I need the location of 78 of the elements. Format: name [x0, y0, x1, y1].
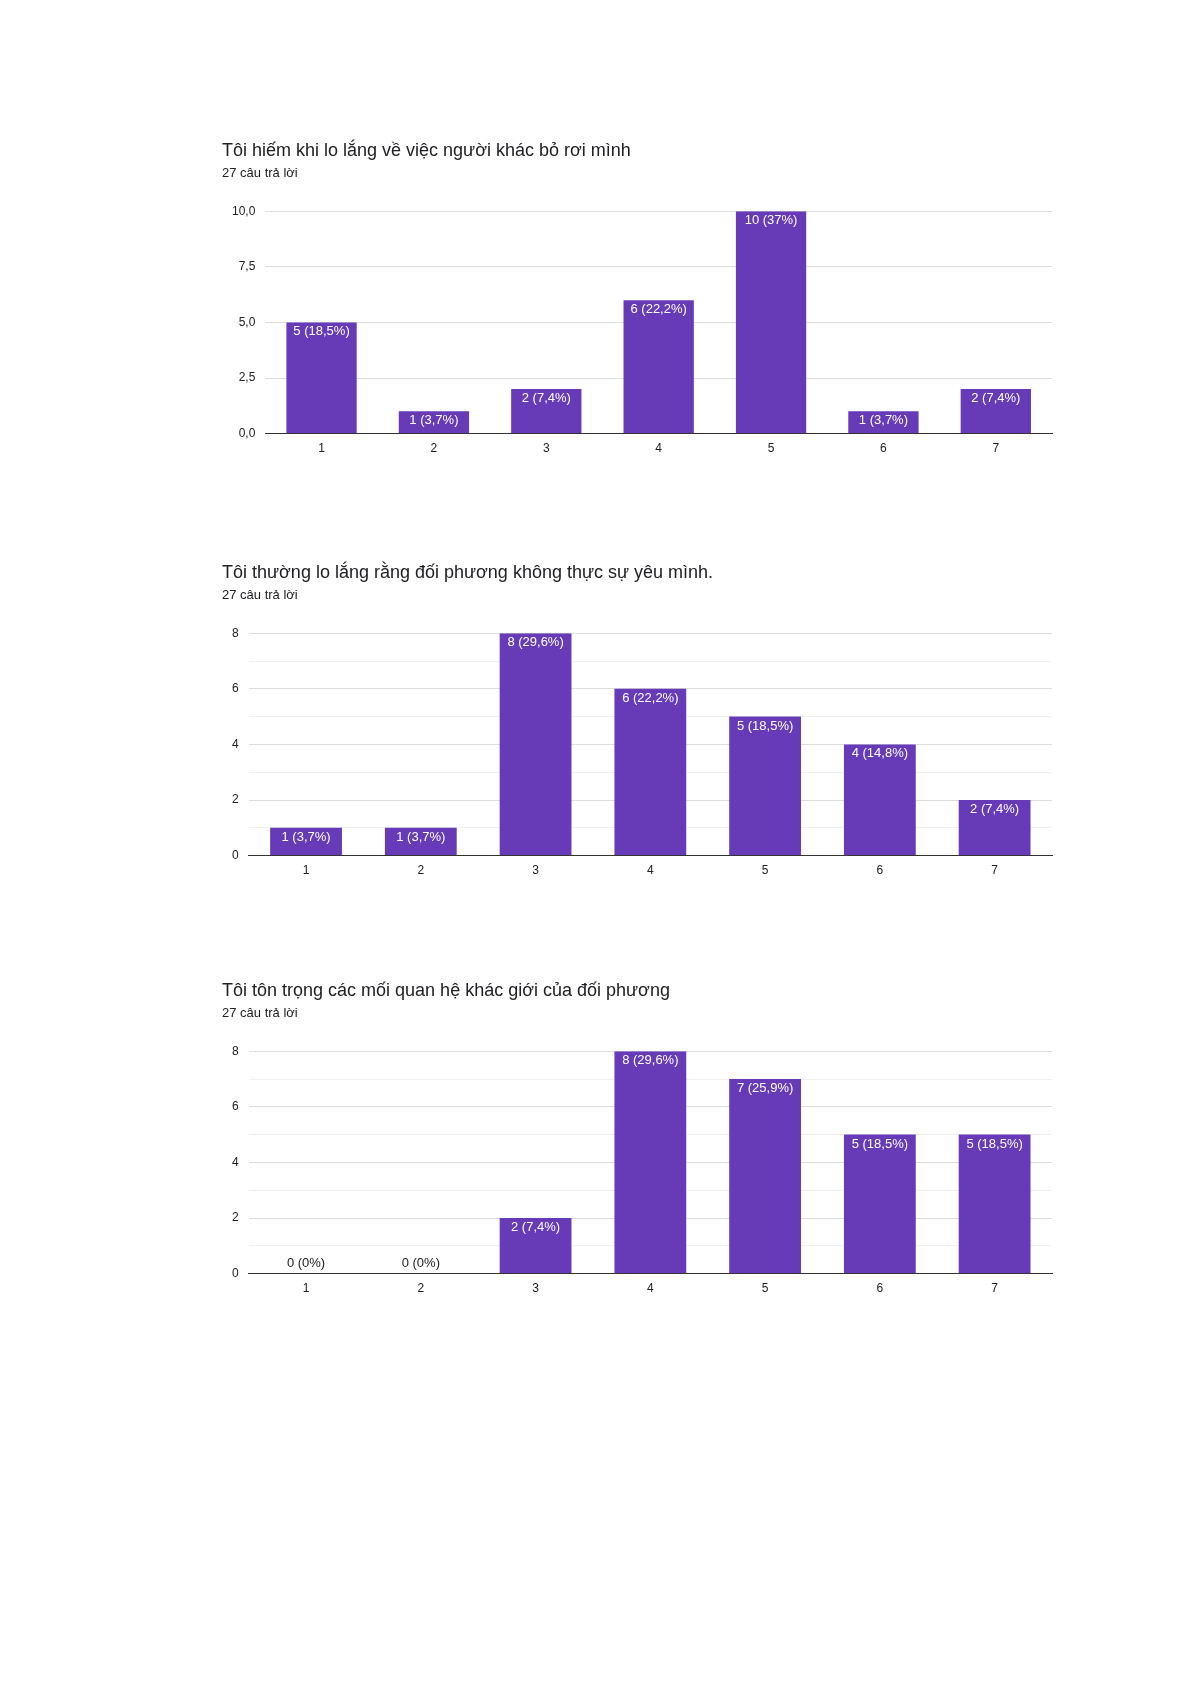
- y-tick-label: 2,5: [238, 370, 256, 385]
- bar: [958, 800, 1031, 856]
- x-tick-label: 1: [302, 1281, 310, 1296]
- bar: [960, 389, 1031, 434]
- data-label: 5 (18,5%): [966, 1135, 1023, 1151]
- y-tick-label: 2: [231, 1210, 239, 1225]
- y-tick-label: 2: [231, 792, 239, 807]
- data-label: 4 (14,8%): [851, 745, 909, 761]
- x-tick-label: 2: [417, 863, 425, 878]
- y-tick-label: 7,5: [238, 259, 256, 274]
- bar: [286, 322, 357, 434]
- data-label: 1 (3,7%): [858, 412, 908, 428]
- y-tick-label: 4: [231, 1154, 239, 1169]
- bar: [623, 300, 694, 434]
- x-tick-label: 6: [880, 441, 888, 456]
- data-label: 6 (22,2%): [622, 689, 679, 705]
- x-tick-label: 1: [318, 441, 326, 456]
- bar: [843, 744, 916, 856]
- data-label: 2 (7,4%): [521, 390, 571, 406]
- x-tick-label: 7: [992, 441, 1000, 456]
- y-tick-label: 0,0: [238, 425, 256, 440]
- data-label: 0 (0%): [286, 1254, 326, 1270]
- chart-subtitle: 27 câu trả lời: [222, 165, 299, 180]
- bar: [499, 1218, 572, 1274]
- data-label: 1 (3,7%): [396, 828, 446, 844]
- x-tick-label: 2: [417, 1281, 425, 1296]
- y-tick-label: 6: [231, 681, 239, 696]
- data-label: 5 (18,5%): [736, 717, 794, 733]
- y-tick-label: 0: [231, 847, 239, 862]
- data-label: 8 (29,6%): [507, 634, 564, 650]
- data-label: 6 (22,2%): [630, 301, 687, 317]
- bar: [499, 633, 572, 856]
- bar: [729, 716, 801, 856]
- data-label: 0 (0%): [401, 1254, 440, 1270]
- x-tick-label: 6: [876, 863, 884, 878]
- x-tick-label: 4: [646, 1281, 654, 1296]
- bar: [729, 1079, 801, 1274]
- x-tick-label: 3: [542, 441, 550, 456]
- data-label: 10 (37%): [744, 212, 798, 228]
- chart-title: Tôi tôn trọng các mối quan hệ khác giới của đối phương: [222, 980, 671, 1001]
- x-tick-label: 4: [646, 863, 654, 878]
- data-label: 1 (3,7%): [409, 412, 459, 428]
- x-tick-label: 2: [430, 441, 438, 456]
- bar: [511, 389, 582, 434]
- data-label: 5 (18,5%): [851, 1135, 909, 1151]
- y-tick-label: 5,0: [238, 314, 256, 329]
- x-tick-label: 3: [532, 1281, 540, 1296]
- data-label: 2 (7,4%): [511, 1219, 561, 1235]
- chart-subtitle: 27 câu trả lời: [222, 587, 299, 602]
- bar: [614, 1051, 687, 1274]
- y-tick-label: 8: [231, 1043, 239, 1058]
- y-tick-label: 8: [231, 625, 239, 640]
- chart-title: Tôi thường lo lắng rằng đối phương không thực sự yêu mình.: [222, 562, 715, 583]
- x-tick-label: 6: [876, 1281, 884, 1296]
- data-label: 7 (25,9%): [736, 1080, 794, 1096]
- x-tick-label: 5: [761, 863, 769, 878]
- x-tick-label: 3: [532, 863, 540, 878]
- y-tick-label: 0: [231, 1265, 239, 1280]
- data-label: 2 (7,4%): [970, 801, 1020, 817]
- x-tick-label: 7: [991, 863, 999, 878]
- x-tick-label: 1: [302, 863, 310, 878]
- data-label: 2 (7,4%): [971, 390, 1021, 406]
- x-tick-label: 7: [991, 1281, 999, 1296]
- bar: [843, 1134, 916, 1274]
- bar: [614, 688, 687, 856]
- y-tick-label: 4: [231, 736, 239, 751]
- x-tick-label: 5: [767, 441, 775, 456]
- data-label: 8 (29,6%): [622, 1052, 679, 1068]
- x-tick-label: 4: [655, 441, 663, 456]
- chart-title: Tôi hiếm khi lo lắng về việc người khác bỏ rơi mình: [222, 140, 632, 161]
- data-label: 5 (18,5%): [293, 323, 350, 339]
- y-tick-label: 6: [231, 1099, 239, 1114]
- x-tick-label: 5: [761, 1281, 769, 1296]
- bar: [735, 211, 807, 434]
- bar: [958, 1134, 1031, 1274]
- data-label: 1 (3,7%): [281, 828, 331, 844]
- chart-subtitle: 27 câu trả lời: [222, 1005, 299, 1020]
- y-tick-label: 10,0: [232, 203, 256, 218]
